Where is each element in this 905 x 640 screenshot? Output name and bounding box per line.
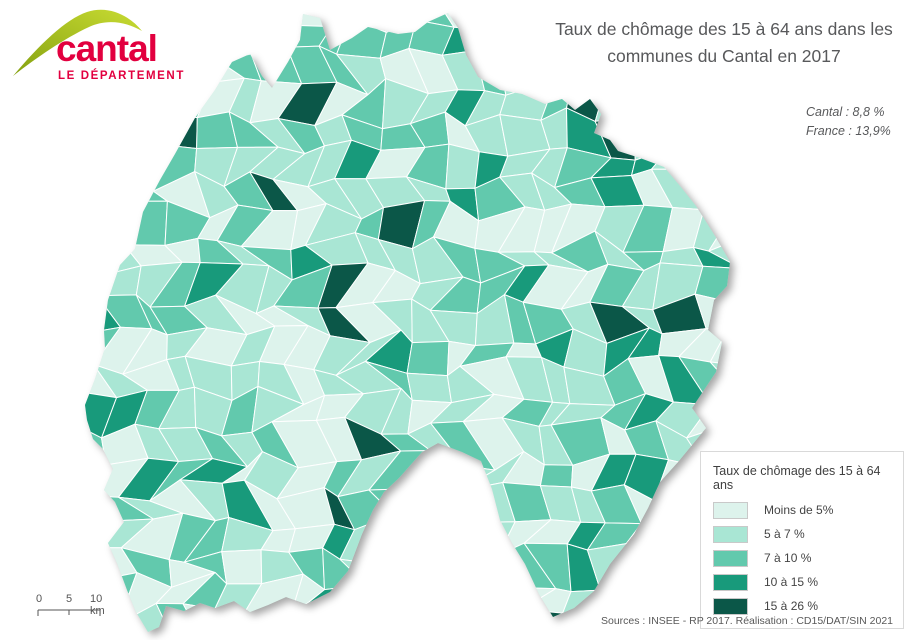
legend-label-class3: 7 à 10 % <box>764 551 812 565</box>
reference-rates: Cantal : 8,8 % France : 13,9% <box>806 103 891 141</box>
legend-label-class5: 15 à 26 % <box>764 599 819 613</box>
logo-tagline: LE DÉPARTEMENT <box>58 70 185 82</box>
scale-label-10: 10 km <box>90 593 105 617</box>
legend-item: 15 à 26 % <box>713 594 895 618</box>
map-legend: Taux de chômage des 15 à 64 ans Moins de… <box>700 451 904 629</box>
sources-credit: Sources : INSEE - RP 2017. Réalisation :… <box>601 615 893 627</box>
legend-item: 5 à 7 % <box>713 522 895 546</box>
legend-swatch-class4 <box>713 573 748 591</box>
cantal-department-logo: cantal LE DÉPARTEMENT <box>10 8 200 98</box>
page-title: Taux de chômage des 15 à 64 ans dans les… <box>548 16 900 70</box>
mountain-swoosh-icon <box>13 9 142 76</box>
legend-swatch-class3 <box>713 549 748 567</box>
legend-title: Taux de chômage des 15 à 64 ans <box>713 464 881 492</box>
scale-label-5: 5 <box>66 593 73 605</box>
france-rate: France : 13,9% <box>806 123 891 138</box>
legend-label-class1: Moins de 5% <box>764 503 834 517</box>
legend-swatch-class1 <box>713 501 748 519</box>
logo-wordmark: cantal <box>56 28 158 69</box>
scale-bar: 0 5 10 km <box>8 593 118 623</box>
page-title-line1: Taux de chômage des 15 à 64 ans dans les <box>555 19 893 39</box>
page-title-line2: communes du Cantal en 2017 <box>607 46 841 67</box>
scale-bar-line <box>37 609 101 616</box>
legend-label-class4: 10 à 15 % <box>764 575 819 589</box>
scale-label-0: 0 <box>36 593 43 605</box>
legend-item: Moins de 5% <box>713 498 895 522</box>
legend-item: 10 à 15 % <box>713 570 895 594</box>
legend-swatch-class5 <box>713 597 748 615</box>
cantal-rate: Cantal : 8,8 % <box>806 105 885 119</box>
legend-item: 7 à 10 % <box>713 546 895 570</box>
legend-swatch-class2 <box>713 525 748 543</box>
legend-label-class2: 5 à 7 % <box>764 527 805 541</box>
